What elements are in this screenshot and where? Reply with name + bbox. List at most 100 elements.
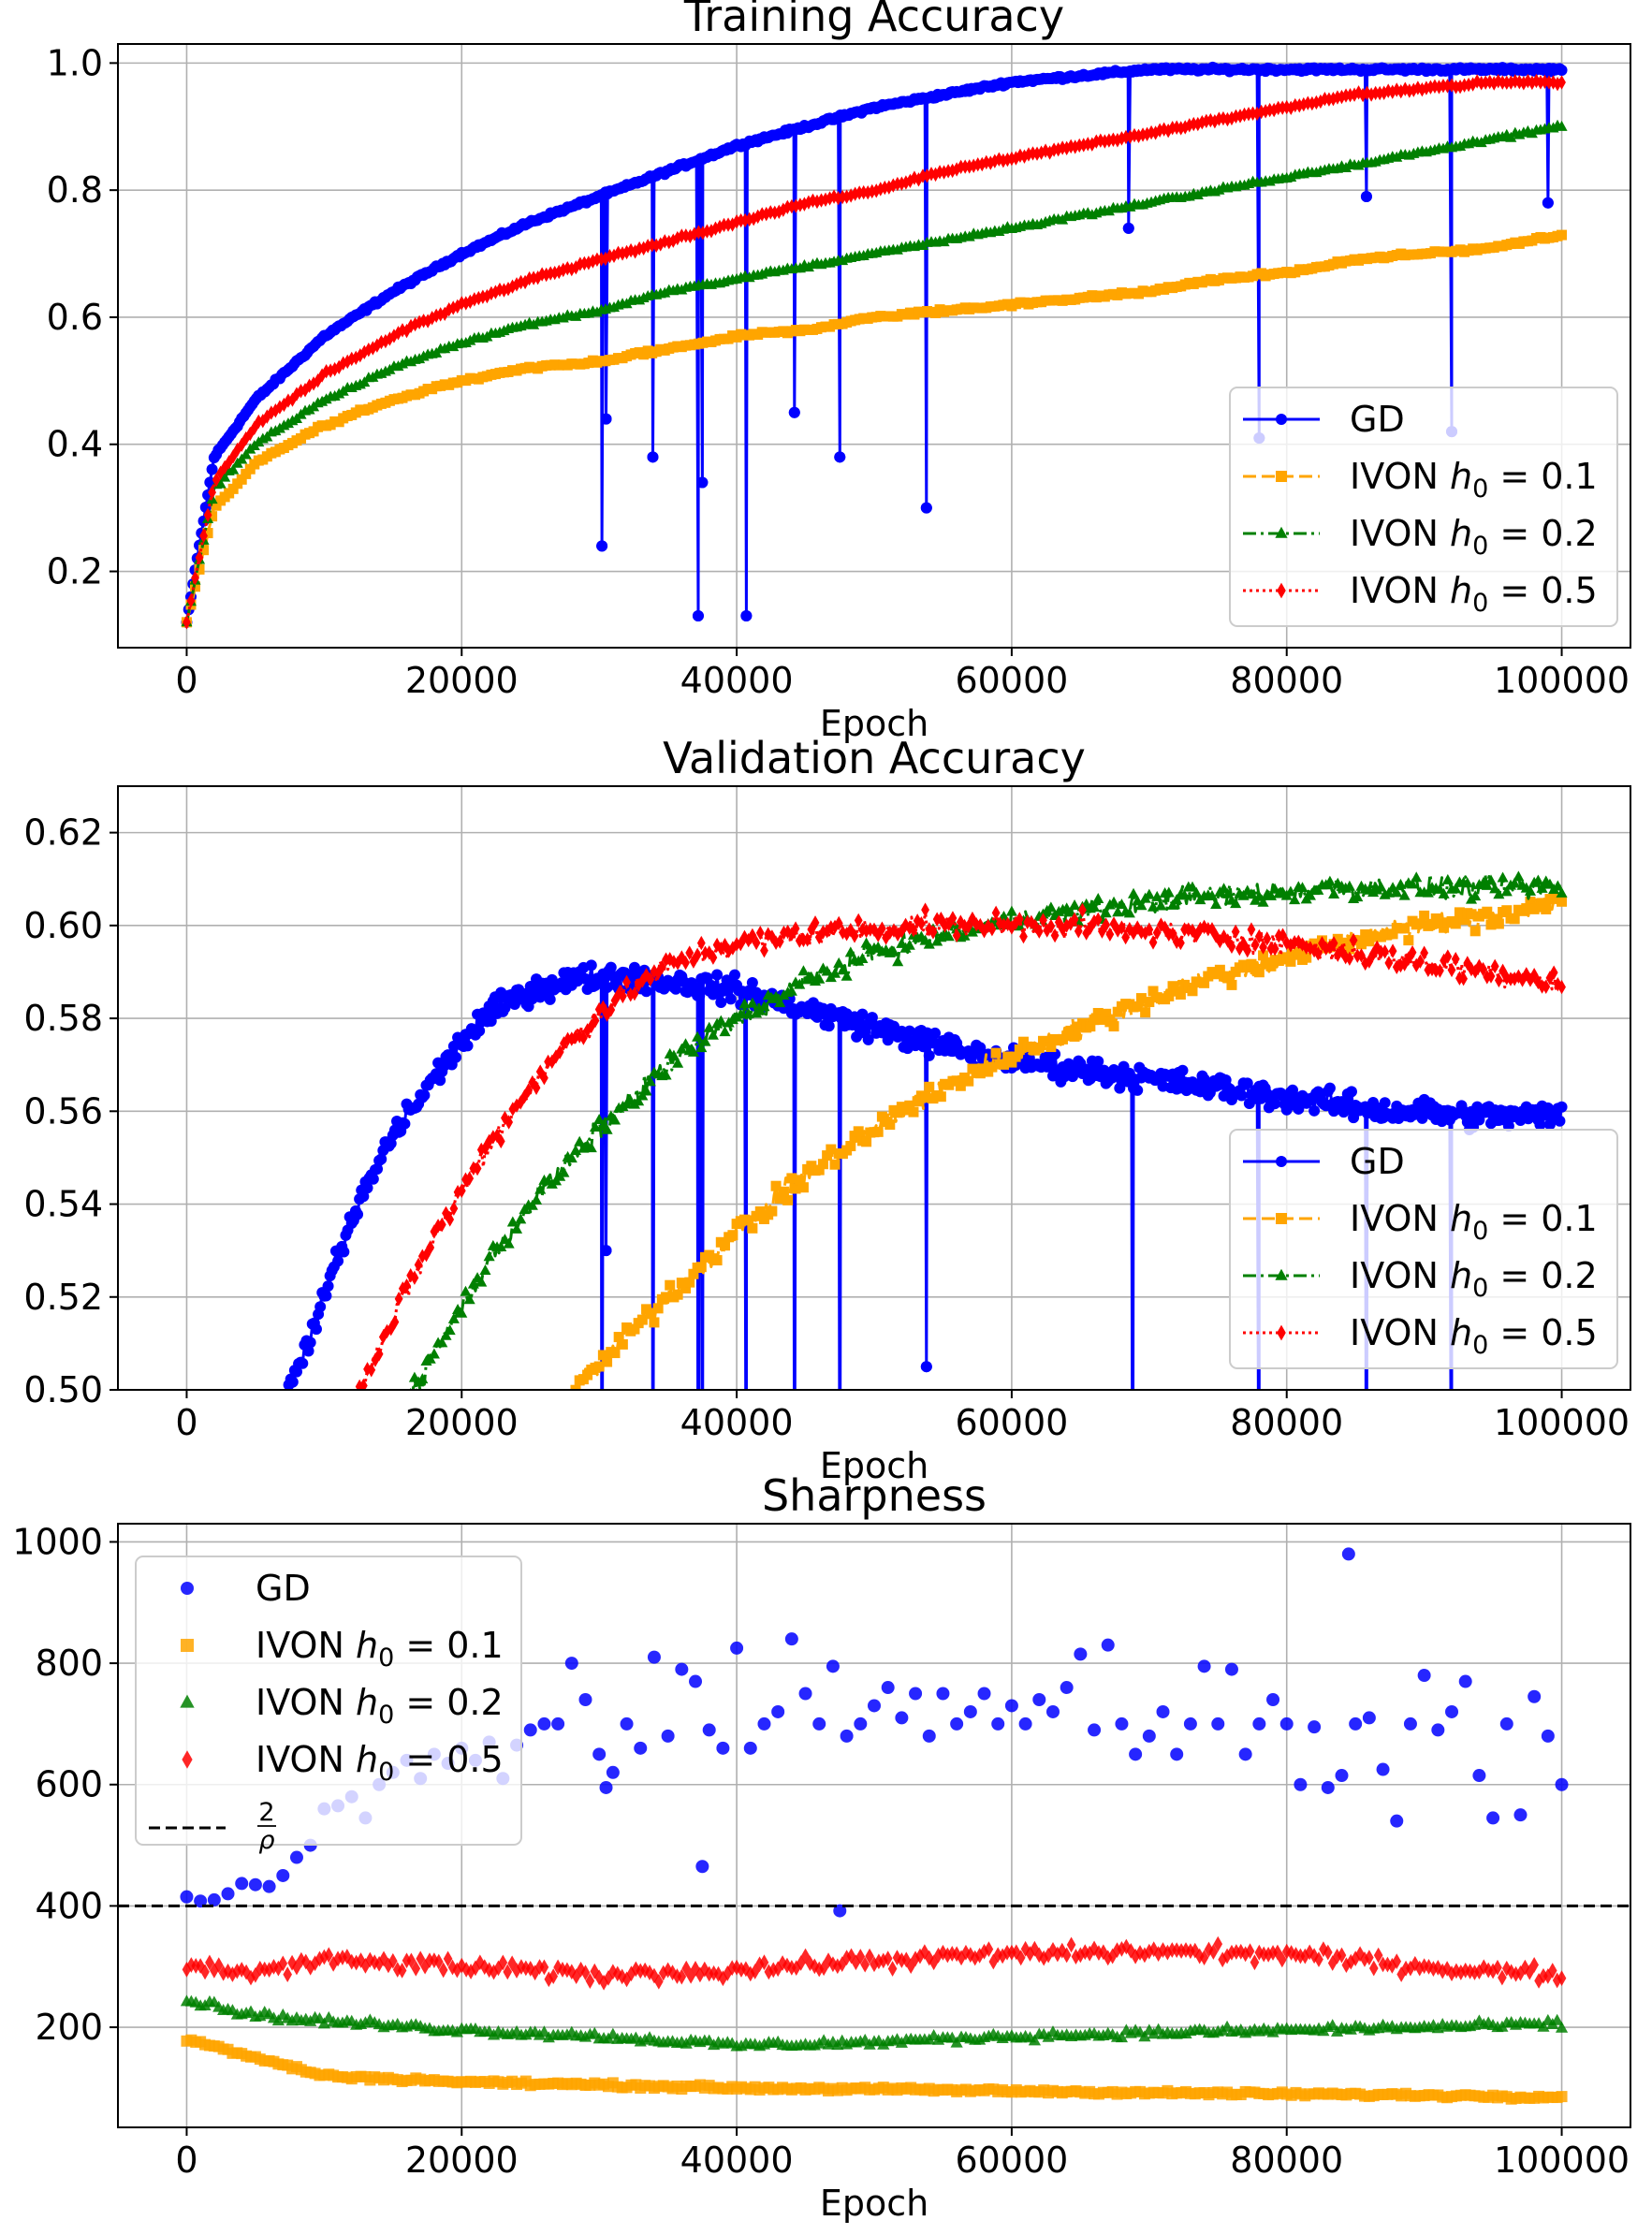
data-point xyxy=(1145,922,1154,937)
data-point xyxy=(1042,1036,1053,1047)
data-point xyxy=(524,1083,534,1098)
data-point xyxy=(438,1962,448,1979)
data-point xyxy=(484,1487,494,1497)
data-point xyxy=(1417,1669,1431,1683)
data-point xyxy=(320,1290,332,1302)
legend-fraction-denominator: ρ xyxy=(258,1826,274,1855)
data-point xyxy=(242,1541,254,1553)
data-point xyxy=(338,1246,350,1258)
data-point xyxy=(453,299,462,314)
data-point xyxy=(1454,907,1465,918)
data-point xyxy=(1458,914,1469,926)
data-point xyxy=(417,1249,427,1264)
data-point xyxy=(901,175,911,190)
data-point xyxy=(1498,1969,1507,1986)
data-point xyxy=(257,1497,269,1508)
data-point xyxy=(576,1961,586,1978)
data-point xyxy=(657,959,666,974)
data-point xyxy=(775,934,784,949)
data-point xyxy=(406,1268,416,1283)
data-point xyxy=(644,1075,656,1087)
data-point xyxy=(1360,190,1372,202)
data-point xyxy=(1556,2091,1568,2103)
data-point xyxy=(474,1025,486,1037)
data-point xyxy=(834,1616,845,1628)
data-point xyxy=(1264,1946,1273,1963)
data-point xyxy=(1259,940,1267,955)
data-point xyxy=(672,1057,684,1068)
data-point xyxy=(198,545,210,556)
data-point xyxy=(626,1965,636,1982)
data-point xyxy=(790,1183,801,1194)
data-point xyxy=(1240,1946,1250,1963)
data-point xyxy=(1279,1716,1294,1731)
data-point xyxy=(740,610,753,622)
data-point xyxy=(1502,75,1512,91)
data-point xyxy=(194,563,205,575)
data-point xyxy=(440,1329,452,1340)
data-point xyxy=(695,1042,708,1053)
data-point xyxy=(1460,78,1469,93)
data-point xyxy=(1556,886,1568,898)
data-point xyxy=(288,1514,297,1528)
x-tick-label: 0 xyxy=(175,2140,197,2181)
data-point xyxy=(746,976,758,988)
legend-entry: IVON h0 = 0.1 xyxy=(1243,456,1598,504)
data-point xyxy=(227,463,240,475)
data-point xyxy=(1071,139,1080,154)
data-point xyxy=(366,1469,377,1480)
data-point xyxy=(1064,906,1076,917)
data-point xyxy=(681,955,690,971)
data-point xyxy=(1479,1959,1489,1976)
data-point xyxy=(1447,1965,1456,1981)
data-point xyxy=(1529,968,1539,983)
data-point xyxy=(1199,1950,1209,1966)
data-point xyxy=(1333,947,1342,962)
data-point xyxy=(854,913,863,928)
data-point xyxy=(696,1616,708,1628)
data-point xyxy=(358,1462,369,1472)
data-point xyxy=(647,1616,658,1628)
data-point xyxy=(923,938,935,949)
data-point xyxy=(519,1425,530,1436)
data-point xyxy=(361,1465,373,1475)
data-point xyxy=(596,1709,607,1720)
data-point xyxy=(1129,1747,1143,1761)
data-point xyxy=(258,414,268,429)
data-point xyxy=(551,1398,562,1409)
data-point xyxy=(1333,90,1342,105)
data-point xyxy=(1314,1951,1323,1967)
data-point xyxy=(877,921,886,936)
data-point xyxy=(1456,1965,1466,1980)
x-axis-label: Epoch xyxy=(820,703,928,744)
data-point xyxy=(1446,1616,1457,1628)
data-point xyxy=(1093,912,1103,928)
data-point xyxy=(709,1965,719,1981)
data-point xyxy=(837,964,849,975)
legend-entry: IVON h0 = 0.1 xyxy=(1243,1198,1598,1246)
data-point xyxy=(860,937,872,948)
data-point xyxy=(855,1949,866,1965)
data-point xyxy=(207,511,218,522)
legend-marker xyxy=(1276,1213,1287,1224)
data-point xyxy=(696,935,706,951)
data-point xyxy=(878,1952,888,1969)
data-point xyxy=(696,476,709,489)
y-tick-label: 200 xyxy=(35,2007,103,2048)
data-point xyxy=(597,1350,608,1361)
data-point xyxy=(596,540,608,552)
data-point xyxy=(1109,916,1118,931)
x-tick-label: 40000 xyxy=(680,660,794,701)
data-point xyxy=(1345,1086,1357,1098)
chart-title: Training Accuracy xyxy=(683,0,1064,41)
data-point xyxy=(921,902,929,917)
data-point xyxy=(828,1956,838,1973)
data-point xyxy=(1045,1042,1057,1053)
y-tick-label: 0.2 xyxy=(47,551,103,592)
data-point xyxy=(692,610,704,622)
data-point xyxy=(833,1904,847,1918)
legend-label: GD xyxy=(1350,1141,1405,1182)
data-point xyxy=(402,1952,412,1969)
data-point xyxy=(1195,921,1205,937)
data-point xyxy=(856,1008,869,1020)
